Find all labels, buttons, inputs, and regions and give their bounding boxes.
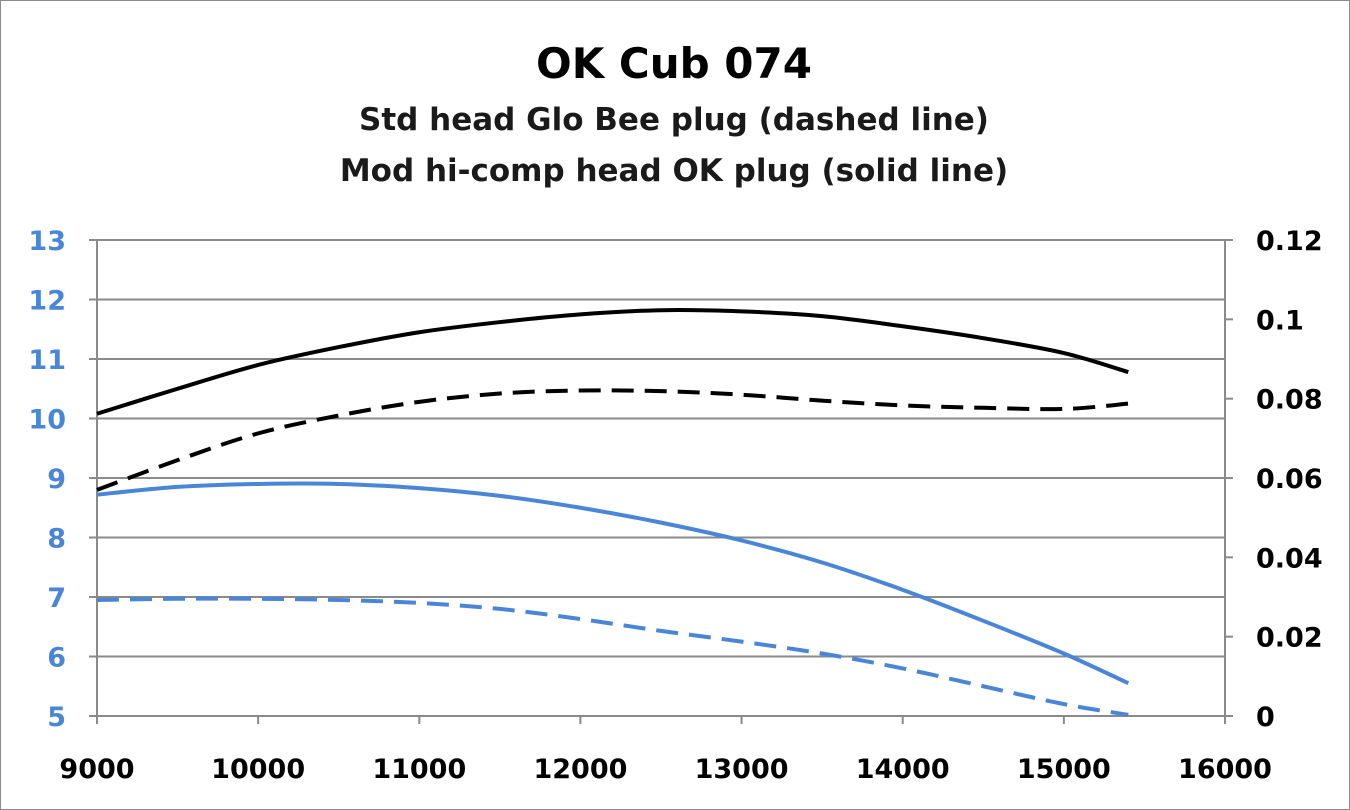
x-tick-label-4: 13000 — [695, 754, 789, 785]
chart-subtitle-line-2: Mod hi-comp head OK plug (solid line) — [340, 153, 1008, 189]
series-line-2 — [96, 481, 1130, 686]
y-tick-label-0: 5 — [47, 702, 66, 733]
chart-title: OK Cub 074 — [536, 39, 812, 88]
y2-tick-label-6: 0.12 — [1256, 226, 1323, 257]
y-tick-label-7: 12 — [28, 286, 66, 317]
x-tick-label-2: 11000 — [372, 754, 466, 785]
series-line-0 — [96, 308, 1129, 416]
y-tick-label-8: 13 — [28, 226, 66, 257]
series-line-3 — [96, 596, 1129, 717]
x-tick-label-6: 15000 — [1017, 754, 1111, 785]
y2-tick-label-4: 0.08 — [1256, 385, 1323, 416]
y-tick-label-6: 11 — [28, 345, 66, 376]
x-tick-label-1: 10000 — [211, 754, 305, 785]
tick-layer: 5 6 7 8 9 10 11 12 13 0 0.02 0.04 0.06 0.08 0.1 0.12 900… — [28, 226, 1322, 785]
y-tick-label-2: 7 — [47, 583, 66, 614]
y2-tick-label-5: 0.1 — [1256, 305, 1304, 336]
y-tick-label-5: 10 — [28, 405, 66, 436]
x-tick-label-7: 16000 — [1178, 754, 1272, 785]
y2-tick-label-3: 0.06 — [1256, 464, 1323, 495]
series-line-1 — [96, 388, 1129, 492]
y-tick-label-3: 8 — [47, 524, 66, 555]
y2-tick-label-0: 0 — [1256, 702, 1275, 733]
x-tick-label-0: 9000 — [59, 754, 134, 785]
y2-tick-label-2: 0.04 — [1256, 543, 1323, 574]
y-tick-label-1: 6 — [47, 643, 66, 674]
y-tick-label-4: 9 — [47, 464, 66, 495]
series-layer — [96, 308, 1130, 717]
y2-tick-label-1: 0.02 — [1256, 623, 1323, 654]
chart-subtitle-line-1: Std head Glo Bee plug (dashed line) — [359, 102, 989, 138]
x-tick-label-3: 12000 — [533, 754, 627, 785]
x-tick-label-5: 14000 — [856, 754, 950, 785]
